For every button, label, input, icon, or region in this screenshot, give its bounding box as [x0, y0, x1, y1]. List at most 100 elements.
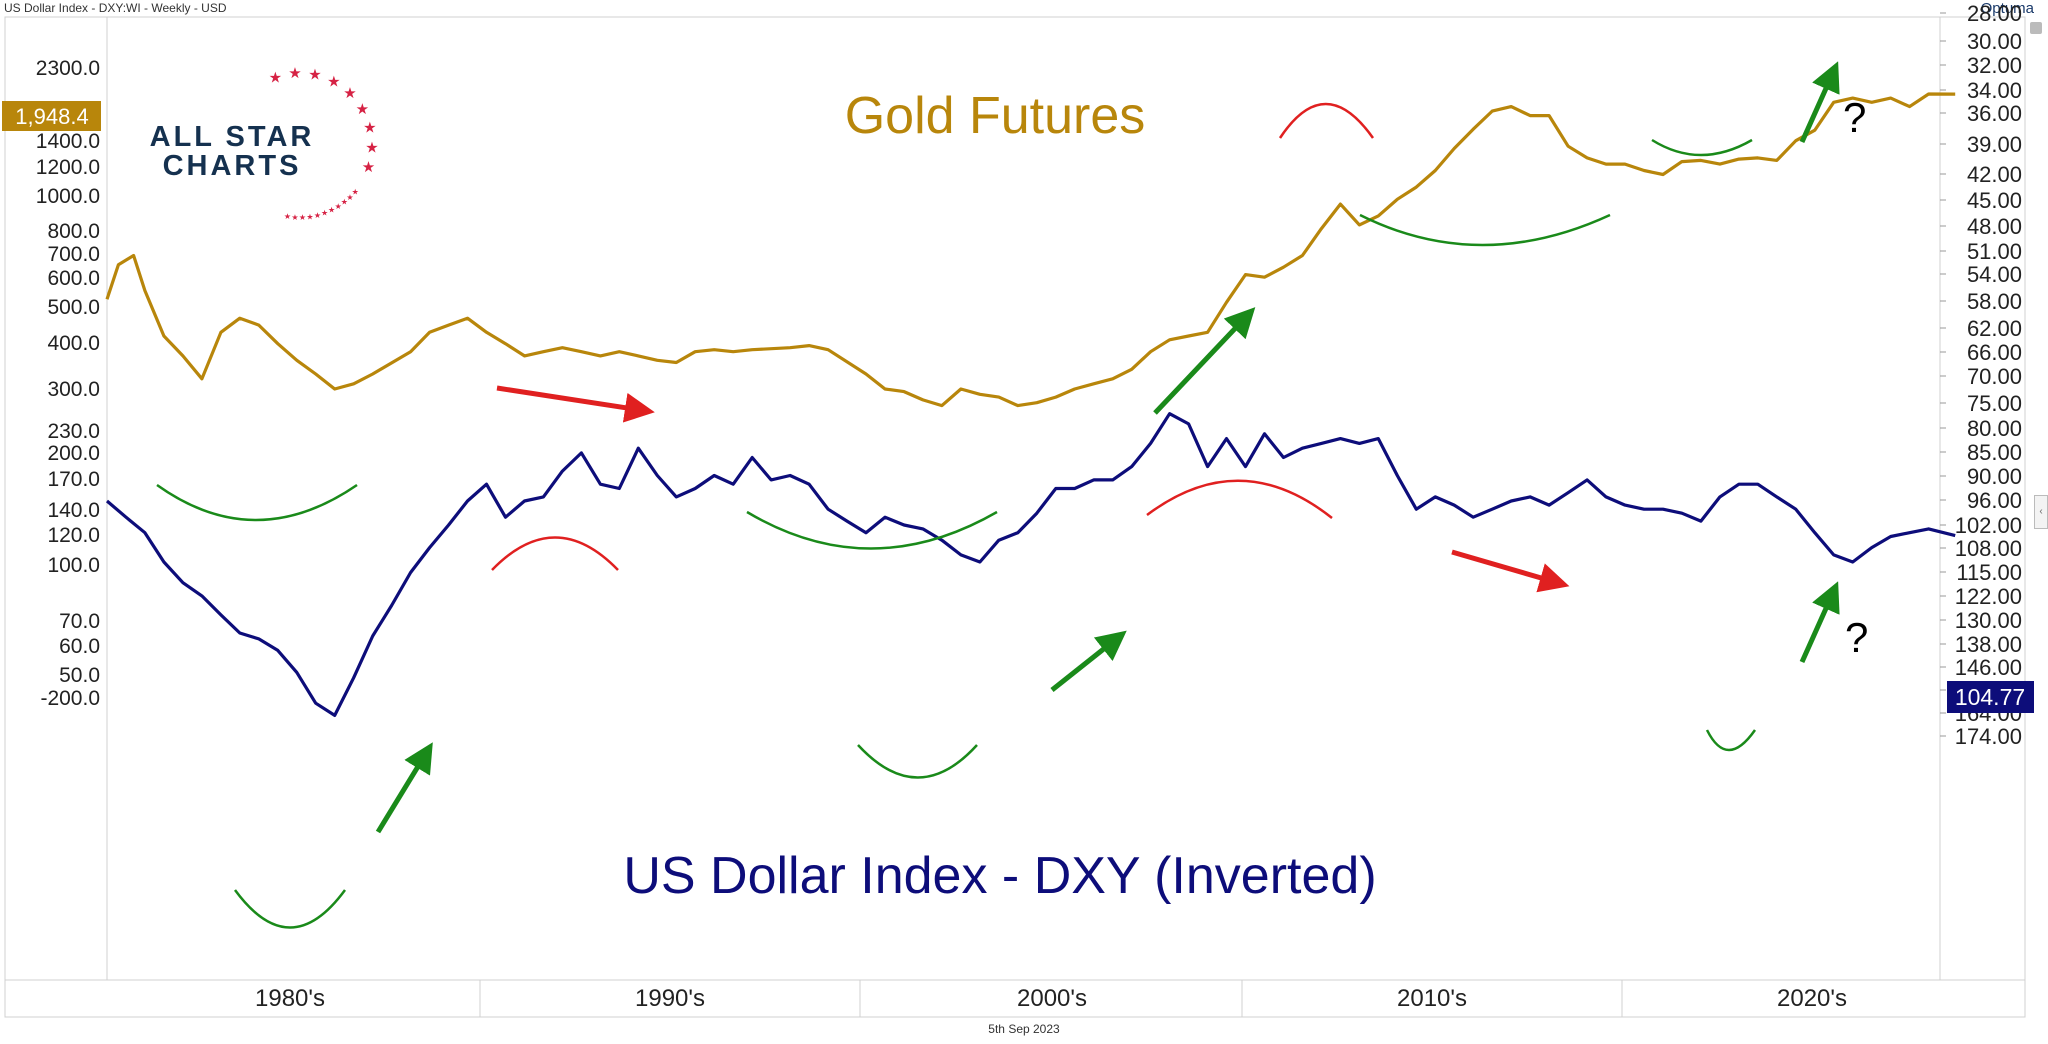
left-tick-label: 1400.0: [36, 130, 100, 153]
right-tick-label: 36.00: [1967, 101, 2022, 126]
logo-line1: ALL STAR: [150, 121, 315, 153]
left-tick-label: 1000.0: [36, 185, 100, 208]
right-tick-label: 75.00: [1967, 391, 2022, 416]
annotation-arcs: [156, 102, 1757, 929]
right-tick-label: 51.00: [1967, 239, 2022, 264]
right-tick-label: 174.00: [1955, 724, 2022, 749]
dxy-current-badge: [1947, 681, 2034, 713]
dxy-current-value: 104.77: [1955, 684, 2025, 710]
logo-star-icon: ★: [352, 187, 359, 196]
left-tick-label: 300.0: [47, 378, 100, 401]
left-tick-label: 600.0: [47, 267, 100, 290]
chart-date: 5th Sep 2023: [988, 1022, 1060, 1036]
right-tick-label: 45.00: [1967, 188, 2022, 213]
logo-stars: ★ ★ ★ ★★★★★★★★★★★★★★★★★: [269, 64, 379, 222]
right-tick-label: 34.00: [1967, 78, 2022, 103]
logo-star-icon: ★: [321, 209, 328, 218]
series-layer: [105, 92, 1956, 718]
left-tick-label: 100.0: [47, 554, 100, 577]
green-arrow: [1799, 581, 1840, 664]
gold-series-line: [105, 92, 1956, 408]
right-tick-label: 138.00: [1955, 632, 2022, 657]
green-arc: [233, 889, 347, 929]
logo-star-icon: ★: [341, 198, 348, 207]
x-tick-label: 2020's: [1777, 985, 1847, 1012]
red-arc: [491, 536, 619, 571]
logo-star-icon: ★: [328, 206, 335, 215]
green-arc: [156, 483, 358, 522]
chart-title: US Dollar Index - DXY:WI - Weekly - USD: [4, 1, 227, 15]
right-tick-label: 108.00: [1955, 536, 2022, 561]
gold-current-badge: [2, 101, 101, 131]
right-tick-label: 96.00: [1967, 488, 2022, 513]
left-tick-label: 400.0: [47, 332, 100, 355]
green-arrow: [375, 742, 433, 834]
x-tick-label: 2010's: [1397, 985, 1467, 1012]
left-tick-label: 140.0: [47, 499, 100, 522]
left-tick-label: 230.0: [47, 420, 100, 443]
logo-star-icon: ★: [335, 202, 342, 211]
right-tick-label: 90.00: [1967, 464, 2022, 489]
logo-star-icon: ★: [346, 193, 353, 202]
dxy-series-line: [105, 412, 1956, 718]
green-arc: [746, 510, 998, 550]
green-arrow: [1050, 630, 1127, 692]
right-tick-label: 58.00: [1967, 289, 2022, 314]
gold-current-value: 1,948.4: [15, 104, 88, 129]
right-tick-label: 80.00: [1967, 416, 2022, 441]
logo-star-icon: ★: [284, 212, 291, 221]
left-tick-label: 2300.0: [36, 57, 100, 80]
green-arrow: [1153, 307, 1256, 415]
logo-star-icon: ★: [314, 211, 321, 220]
right-tick-label: 66.00: [1967, 340, 2022, 365]
right-tick-label: 70.00: [1967, 364, 2022, 389]
red-arc: [1146, 479, 1333, 519]
x-tick-label: 1990's: [635, 985, 705, 1012]
left-tick-label: -200.0: [40, 687, 100, 710]
logo-star-icon: ★: [291, 213, 298, 222]
green-arc: [1651, 138, 1753, 157]
logo-star-icon: ★: [306, 212, 313, 221]
annotation-arrows: [375, 61, 1840, 834]
left-tick-label: 800.0: [47, 220, 100, 243]
left-tick-label: 1200.0: [36, 156, 100, 179]
right-tick-label: 122.00: [1955, 584, 2022, 609]
logo-star-icon: ★: [288, 64, 301, 82]
green-arc: [1705, 729, 1757, 752]
right-tick-label: 39.00: [1967, 132, 2022, 157]
left-tick-label: 700.0: [47, 243, 100, 266]
red-arrow: [496, 385, 655, 423]
right-tick-label: 62.00: [1967, 316, 2022, 341]
left-tick-label: 70.0: [59, 610, 100, 633]
plot-frame: [4, 16, 2026, 1018]
right-tick-label: 28.00: [1967, 1, 2022, 26]
logo-star-icon: ★: [365, 139, 378, 157]
green-arc: [1359, 213, 1611, 247]
green-arrow: [1799, 61, 1840, 144]
red-arc: [1278, 102, 1375, 139]
green-arc: [857, 744, 978, 779]
left-tick-label: 500.0: [47, 296, 100, 319]
gold-series-label: Gold Futures: [845, 87, 1146, 145]
lock-icon[interactable]: [2030, 22, 2042, 34]
dxy-series-label: US Dollar Index - DXY (Inverted): [623, 847, 1376, 905]
logo-star-icon: ★: [327, 72, 340, 90]
logo-star-icon: ★: [343, 84, 356, 102]
left-axis: 2300.01700.01400.01200.01000.0800.0700.0…: [36, 57, 100, 710]
x-axis: 1980's 1990's 2000's 2010's 2020's: [255, 985, 1847, 1012]
logo-star-icon: ★: [362, 158, 375, 176]
logo-line2: CHARTS: [163, 150, 302, 182]
x-tick-label: 2000's: [1017, 985, 1087, 1012]
right-tick-label: 54.00: [1967, 262, 2022, 287]
logo-star-icon: ★: [299, 213, 306, 222]
right-tick-label: 115.00: [1956, 560, 2022, 585]
x-tick-label: 1980's: [255, 985, 325, 1012]
left-tick-label: 120.0: [47, 524, 100, 547]
logo-star-icon: ★: [363, 119, 376, 137]
logo-star-icon: ★: [269, 68, 282, 86]
all-star-charts-logo: ★ ★ ★ ★★★★★★★★★★★★★★★★★ ALL STAR CHARTS: [150, 64, 379, 222]
right-tick-label: 42.00: [1967, 162, 2022, 187]
